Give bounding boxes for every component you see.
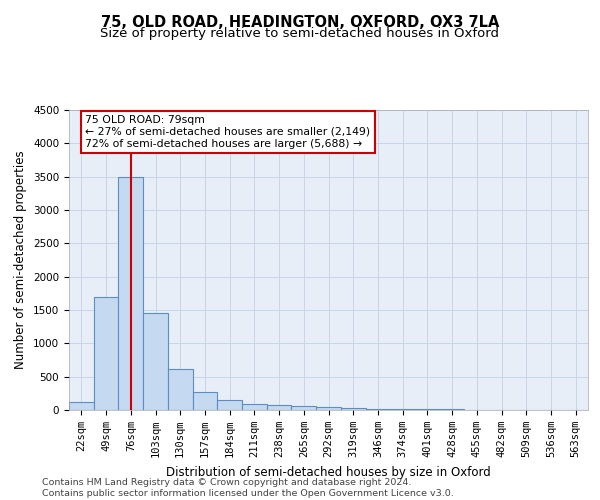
X-axis label: Distribution of semi-detached houses by size in Oxford: Distribution of semi-detached houses by …: [166, 466, 491, 478]
Bar: [143, 314, 168, 410]
Text: 75, OLD ROAD, HEADINGTON, OXFORD, OX3 7LA: 75, OLD ROAD, HEADINGTON, OXFORD, OX3 7L…: [101, 15, 499, 30]
Text: 75 OLD ROAD: 79sqm
← 27% of semi-detached houses are smaller (2,149)
72% of semi: 75 OLD ROAD: 79sqm ← 27% of semi-detache…: [85, 116, 370, 148]
Bar: [242, 404, 267, 410]
Bar: [390, 409, 415, 410]
Bar: [118, 176, 143, 410]
Bar: [168, 368, 193, 410]
Bar: [94, 296, 118, 410]
Bar: [341, 408, 365, 410]
Bar: [415, 409, 440, 410]
Bar: [365, 408, 390, 410]
Bar: [217, 400, 242, 410]
Bar: [193, 392, 217, 410]
Bar: [267, 405, 292, 410]
Y-axis label: Number of semi-detached properties: Number of semi-detached properties: [14, 150, 28, 370]
Text: Size of property relative to semi-detached houses in Oxford: Size of property relative to semi-detach…: [101, 28, 499, 40]
Bar: [292, 406, 316, 410]
Bar: [69, 402, 94, 410]
Bar: [316, 408, 341, 410]
Text: Contains HM Land Registry data © Crown copyright and database right 2024.
Contai: Contains HM Land Registry data © Crown c…: [42, 478, 454, 498]
